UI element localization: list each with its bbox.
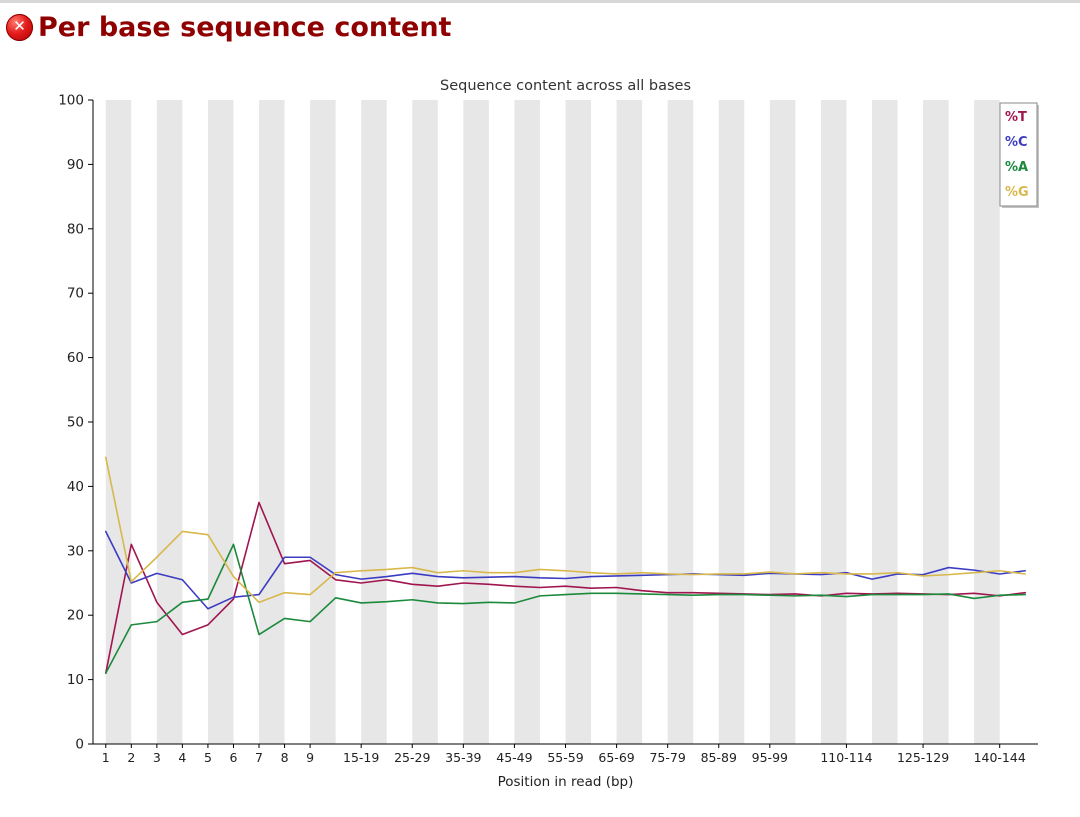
x-tick-label: 7 — [255, 750, 263, 765]
x-tick-label: 85-89 — [701, 750, 737, 765]
grid-band — [514, 100, 540, 744]
y-tick-label: 20 — [67, 608, 84, 624]
legend-box — [999, 102, 1038, 207]
grid-band — [974, 100, 1000, 744]
grid-band — [923, 100, 949, 744]
grid-band — [361, 100, 387, 744]
grid-band — [667, 100, 694, 744]
x-tick-label: 140-144 — [974, 750, 1026, 765]
grid-band — [207, 100, 234, 744]
x-tick-label: 8 — [281, 750, 289, 765]
grid-band — [871, 100, 898, 744]
grid-band — [105, 100, 132, 744]
grid-band — [769, 100, 796, 744]
x-tick-label: 2 — [127, 750, 135, 765]
x-tick-label: 125-129 — [897, 750, 949, 765]
x-glyph: ✕ — [13, 17, 26, 35]
series-line-G — [104, 456, 1027, 604]
x-tick-label: 15-19 — [343, 750, 379, 765]
x-tick-label: 45-49 — [496, 750, 532, 765]
x-tick-label: 6 — [229, 750, 237, 765]
grid-band — [565, 100, 592, 744]
x-tick-label: 5 — [204, 750, 212, 765]
grid-band — [463, 100, 489, 744]
grid-band — [616, 100, 643, 744]
y-tick-label: 100 — [58, 93, 84, 109]
x-tick-label: 4 — [178, 750, 186, 765]
y-tick-label: 70 — [67, 286, 84, 302]
y-tick-label: 10 — [67, 672, 84, 688]
grid-band — [718, 100, 745, 744]
x-tick-label: 95-99 — [752, 750, 788, 765]
x-tick-label: 9 — [306, 750, 314, 765]
grid-band — [156, 100, 183, 744]
top-divider — [0, 0, 1080, 3]
series-line-C — [104, 530, 1027, 610]
grid-band — [259, 100, 285, 744]
y-tick-label: 30 — [67, 543, 84, 559]
x-tick-label: 35-39 — [445, 750, 481, 765]
module-title: Per base sequence content — [38, 12, 452, 43]
legend-label-T: %T — [1005, 110, 1027, 125]
error-icon: ✕ — [6, 14, 33, 41]
legend-label-G: %G — [1005, 185, 1029, 200]
x-tick-label: 55-59 — [547, 750, 583, 765]
series-line-A — [104, 543, 1027, 674]
x-tick-label: 110-114 — [820, 750, 872, 765]
x-tick-label: 1 — [102, 750, 110, 765]
x-tick-label: 25-29 — [394, 750, 430, 765]
legend-label-C: %C — [1005, 135, 1028, 150]
y-tick-label: 0 — [75, 737, 84, 753]
y-tick-label: 60 — [67, 350, 84, 366]
y-tick-label: 90 — [67, 157, 84, 173]
grid-band — [412, 100, 438, 744]
y-tick-label: 50 — [67, 415, 84, 431]
x-tick-label: 3 — [153, 750, 161, 765]
x-axis-title: Position in read (bp) — [498, 774, 634, 790]
y-tick-label: 40 — [67, 479, 84, 495]
legend-label-A: %A — [1005, 160, 1028, 175]
grid-band — [820, 100, 847, 744]
module-header: ✕ Per base sequence content — [6, 12, 451, 43]
chart-title: Sequence content across all bases — [440, 78, 691, 94]
x-tick-label: 65-69 — [598, 750, 634, 765]
grid-band — [310, 100, 336, 744]
x-tick-label: 75-79 — [649, 750, 685, 765]
y-tick-label: 80 — [67, 221, 84, 237]
